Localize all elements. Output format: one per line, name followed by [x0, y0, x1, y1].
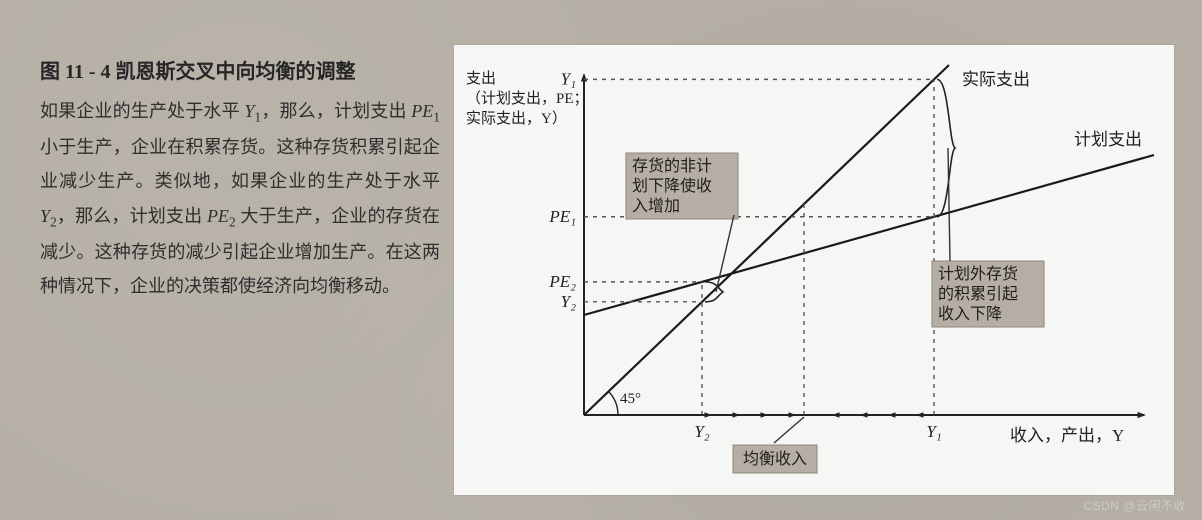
svg-text:收入，产出，Y: 收入，产出，Y [1010, 426, 1124, 445]
svg-text:45°: 45° [620, 391, 641, 407]
svg-text:（计划支出，PE；: （计划支出，PE； [466, 90, 589, 107]
figure-page: 图 11 - 4 凯恩斯交叉中向均衡的调整 如果企业的生产处于水平 Y1，那么，… [0, 0, 1202, 520]
chart-panel: 45° 支出 （计划支出，PE； 实际支出，Y） 收入，产出，Y 实际支出计划支出 Y₁ PE… [454, 45, 1174, 495]
keynesian-cross-chart: 45° 支出 （计划支出，PE； 实际支出，Y） 收入，产出，Y 实际支出计划支出 Y₁ PE… [454, 45, 1174, 495]
svg-text:Y₂: Y₂ [561, 292, 576, 311]
svg-text:均衡收入: 均衡收入 [743, 450, 807, 468]
svg-text:支出: 支出 [466, 70, 496, 87]
figure-title: 图 11 - 4 凯恩斯交叉中向均衡的调整 [40, 55, 440, 90]
svg-text:划下降使收: 划下降使收 [632, 177, 712, 195]
svg-text:PE₂: PE₂ [548, 272, 576, 291]
figure-body: 如果企业的生产处于水平 Y1，那么，计划支出 PE1 小于生产，企业在积累存货。… [40, 94, 440, 303]
svg-text:Y₁: Y₁ [926, 422, 941, 441]
svg-text:的积累引起: 的积累引起 [938, 285, 1018, 303]
svg-text:Y₂: Y₂ [694, 422, 709, 441]
svg-text:计划外存货: 计划外存货 [938, 265, 1018, 283]
svg-text:计划支出: 计划支出 [1074, 130, 1142, 149]
svg-text:收入下降: 收入下降 [938, 305, 1002, 323]
svg-text:Y₁: Y₁ [561, 69, 576, 88]
figure-caption-block: 图 11 - 4 凯恩斯交叉中向均衡的调整 如果企业的生产处于水平 Y1，那么，… [40, 55, 440, 303]
watermark: CSDN @云闲不收 [1083, 497, 1186, 514]
svg-text:实际支出，Y）: 实际支出，Y） [466, 110, 567, 127]
svg-text:存货的非计: 存货的非计 [632, 157, 712, 175]
svg-text:入增加: 入增加 [632, 197, 680, 215]
svg-text:实际支出: 实际支出 [962, 70, 1030, 89]
svg-text:PE₁: PE₁ [548, 207, 576, 226]
